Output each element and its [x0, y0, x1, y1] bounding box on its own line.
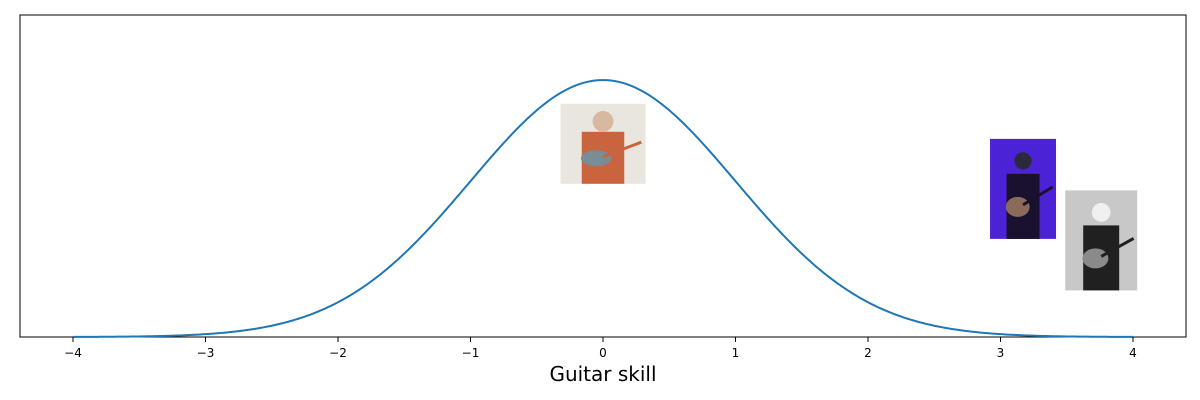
guitarist-photo	[990, 138, 1057, 239]
x-axis: −4 −3 −2 −1 0 1 2 3 4	[64, 337, 1137, 360]
x-tick-label: 4	[1129, 346, 1137, 360]
x-tick-label: 0	[599, 346, 607, 360]
x-axis-label: Guitar skill	[549, 362, 656, 386]
density-curve	[73, 79, 1133, 338]
guitarist-photo	[560, 103, 646, 184]
x-tick-label: −3	[197, 346, 215, 360]
x-tick-label: 3	[997, 346, 1005, 360]
photo-annotations	[560, 103, 1138, 291]
x-tick-label: 2	[864, 346, 872, 360]
x-tick-label: −1	[462, 346, 480, 360]
x-tick-label: −2	[329, 346, 347, 360]
guitarist-photo	[1065, 190, 1138, 291]
plot-area	[19, 14, 1187, 338]
x-tick-label: 1	[732, 346, 740, 360]
x-tick-label: −4	[64, 346, 82, 360]
